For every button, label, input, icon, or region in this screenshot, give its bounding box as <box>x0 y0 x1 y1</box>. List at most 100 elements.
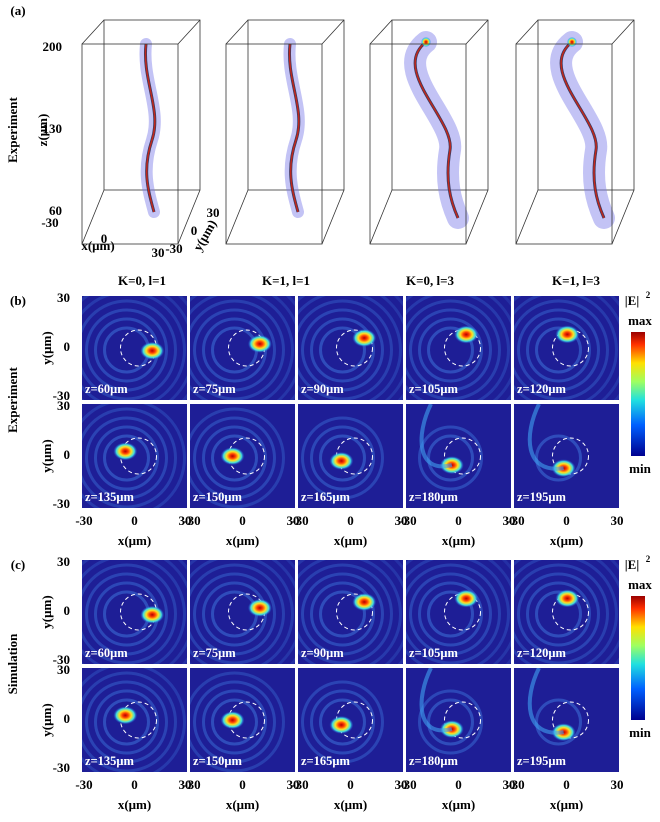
x-tick-label: -30 <box>183 513 200 528</box>
frame-label: z=135μm <box>85 754 135 768</box>
tail <box>419 668 453 733</box>
fringe <box>514 560 618 664</box>
fringe <box>418 317 483 383</box>
z-axis-label: z(μm) <box>35 114 50 147</box>
fringe <box>190 563 285 664</box>
heatmap <box>406 296 511 400</box>
colorbar <box>631 332 645 456</box>
colorbar <box>631 596 645 720</box>
x-tick-label: 30 <box>179 513 192 528</box>
beam-spot <box>421 37 431 47</box>
fringe <box>103 698 150 746</box>
frame-label: z=90μm <box>301 382 344 396</box>
fringe <box>406 299 501 400</box>
x-axis-label: x(μm) <box>442 797 475 812</box>
caption: K=1, l=3 <box>552 273 601 288</box>
y-tick-label: 0 <box>64 339 71 354</box>
x-tick-label: 0 <box>347 777 354 792</box>
tail <box>419 404 453 469</box>
heatmap <box>406 668 511 772</box>
fringe <box>85 572 168 656</box>
hotspot <box>454 325 479 344</box>
fringe <box>82 407 177 508</box>
y-tick-label: -30 <box>165 241 182 256</box>
box-edges <box>369 19 489 245</box>
fringe <box>193 416 276 500</box>
colorbar-exponent: 2 <box>646 554 651 564</box>
y-tick-label: 30 <box>57 290 70 305</box>
frame-label: z=60μm <box>85 382 128 396</box>
row-label: Experiment <box>5 366 20 432</box>
box-edges <box>515 19 635 245</box>
heatmap <box>406 404 511 508</box>
fringe <box>514 563 609 664</box>
fringe <box>190 407 285 508</box>
fringe <box>193 680 276 764</box>
y-tick-label: 0 <box>64 711 71 726</box>
fringe <box>310 581 375 647</box>
fringe <box>535 590 582 638</box>
fringe <box>514 299 609 400</box>
x-tick-label: -30 <box>41 215 58 230</box>
z-tick-label: 60 <box>49 203 62 218</box>
x-axis-label: x(μm) <box>226 533 259 548</box>
beam-envelope <box>550 31 615 229</box>
frame-label: z=75μm <box>193 382 236 396</box>
frame-label: z=150μm <box>193 754 243 768</box>
beam-peak <box>414 41 459 219</box>
box-front <box>225 43 323 245</box>
heatmap <box>190 296 295 400</box>
x-axis-label: x(μm) <box>550 533 583 548</box>
x-tick-label: 0 <box>563 777 570 792</box>
fringe <box>85 680 168 764</box>
row-label: Experiment <box>5 96 20 162</box>
heatmap-bg <box>190 296 295 400</box>
y-axis-label: y(μm) <box>39 703 54 736</box>
box-edges <box>225 19 345 245</box>
x-tick-label: -30 <box>399 513 416 528</box>
fringe <box>319 326 366 374</box>
fringe <box>82 296 186 400</box>
box-back <box>537 19 635 191</box>
colorbar-min: min <box>629 725 651 740</box>
heatmap <box>190 404 295 508</box>
fringe <box>82 404 186 508</box>
panel-label: (a) <box>10 3 25 18</box>
heatmap <box>514 668 619 772</box>
x-tick-label: -30 <box>507 513 524 528</box>
fringe <box>94 425 159 491</box>
hotspot <box>329 715 354 734</box>
hotspot <box>247 334 272 353</box>
x-tick-label: -30 <box>75 513 92 528</box>
x-tick-label: -30 <box>183 777 200 792</box>
x-tick-label: 30 <box>287 777 300 792</box>
fringe <box>193 572 276 656</box>
y-tick-label: -30 <box>53 388 70 403</box>
y-tick-label: 0 <box>64 603 71 618</box>
fringe <box>427 326 474 374</box>
x-axis-label: x(μm) <box>81 238 114 253</box>
fringe <box>202 689 267 755</box>
fringe <box>418 425 483 491</box>
frame-label: z=120μm <box>517 646 567 660</box>
fringe <box>526 581 591 647</box>
heatmap <box>190 560 295 664</box>
box-back <box>391 19 489 191</box>
heatmap <box>514 296 619 400</box>
heatmap-bg <box>514 296 619 400</box>
fringe <box>85 416 168 500</box>
hotspot <box>329 451 354 470</box>
frame-label: z=105μm <box>409 382 459 396</box>
hotspot <box>113 442 138 461</box>
x-tick-label: 30 <box>611 513 624 528</box>
box-front <box>81 43 179 245</box>
dashed-ring <box>336 593 373 631</box>
fringe <box>517 572 600 656</box>
y-tick-label: 30 <box>57 662 70 677</box>
fringe <box>82 668 186 772</box>
x-tick-label: -30 <box>291 513 308 528</box>
fringe <box>406 563 501 664</box>
x-tick-label: 30 <box>395 513 408 528</box>
heatmap <box>298 296 403 400</box>
